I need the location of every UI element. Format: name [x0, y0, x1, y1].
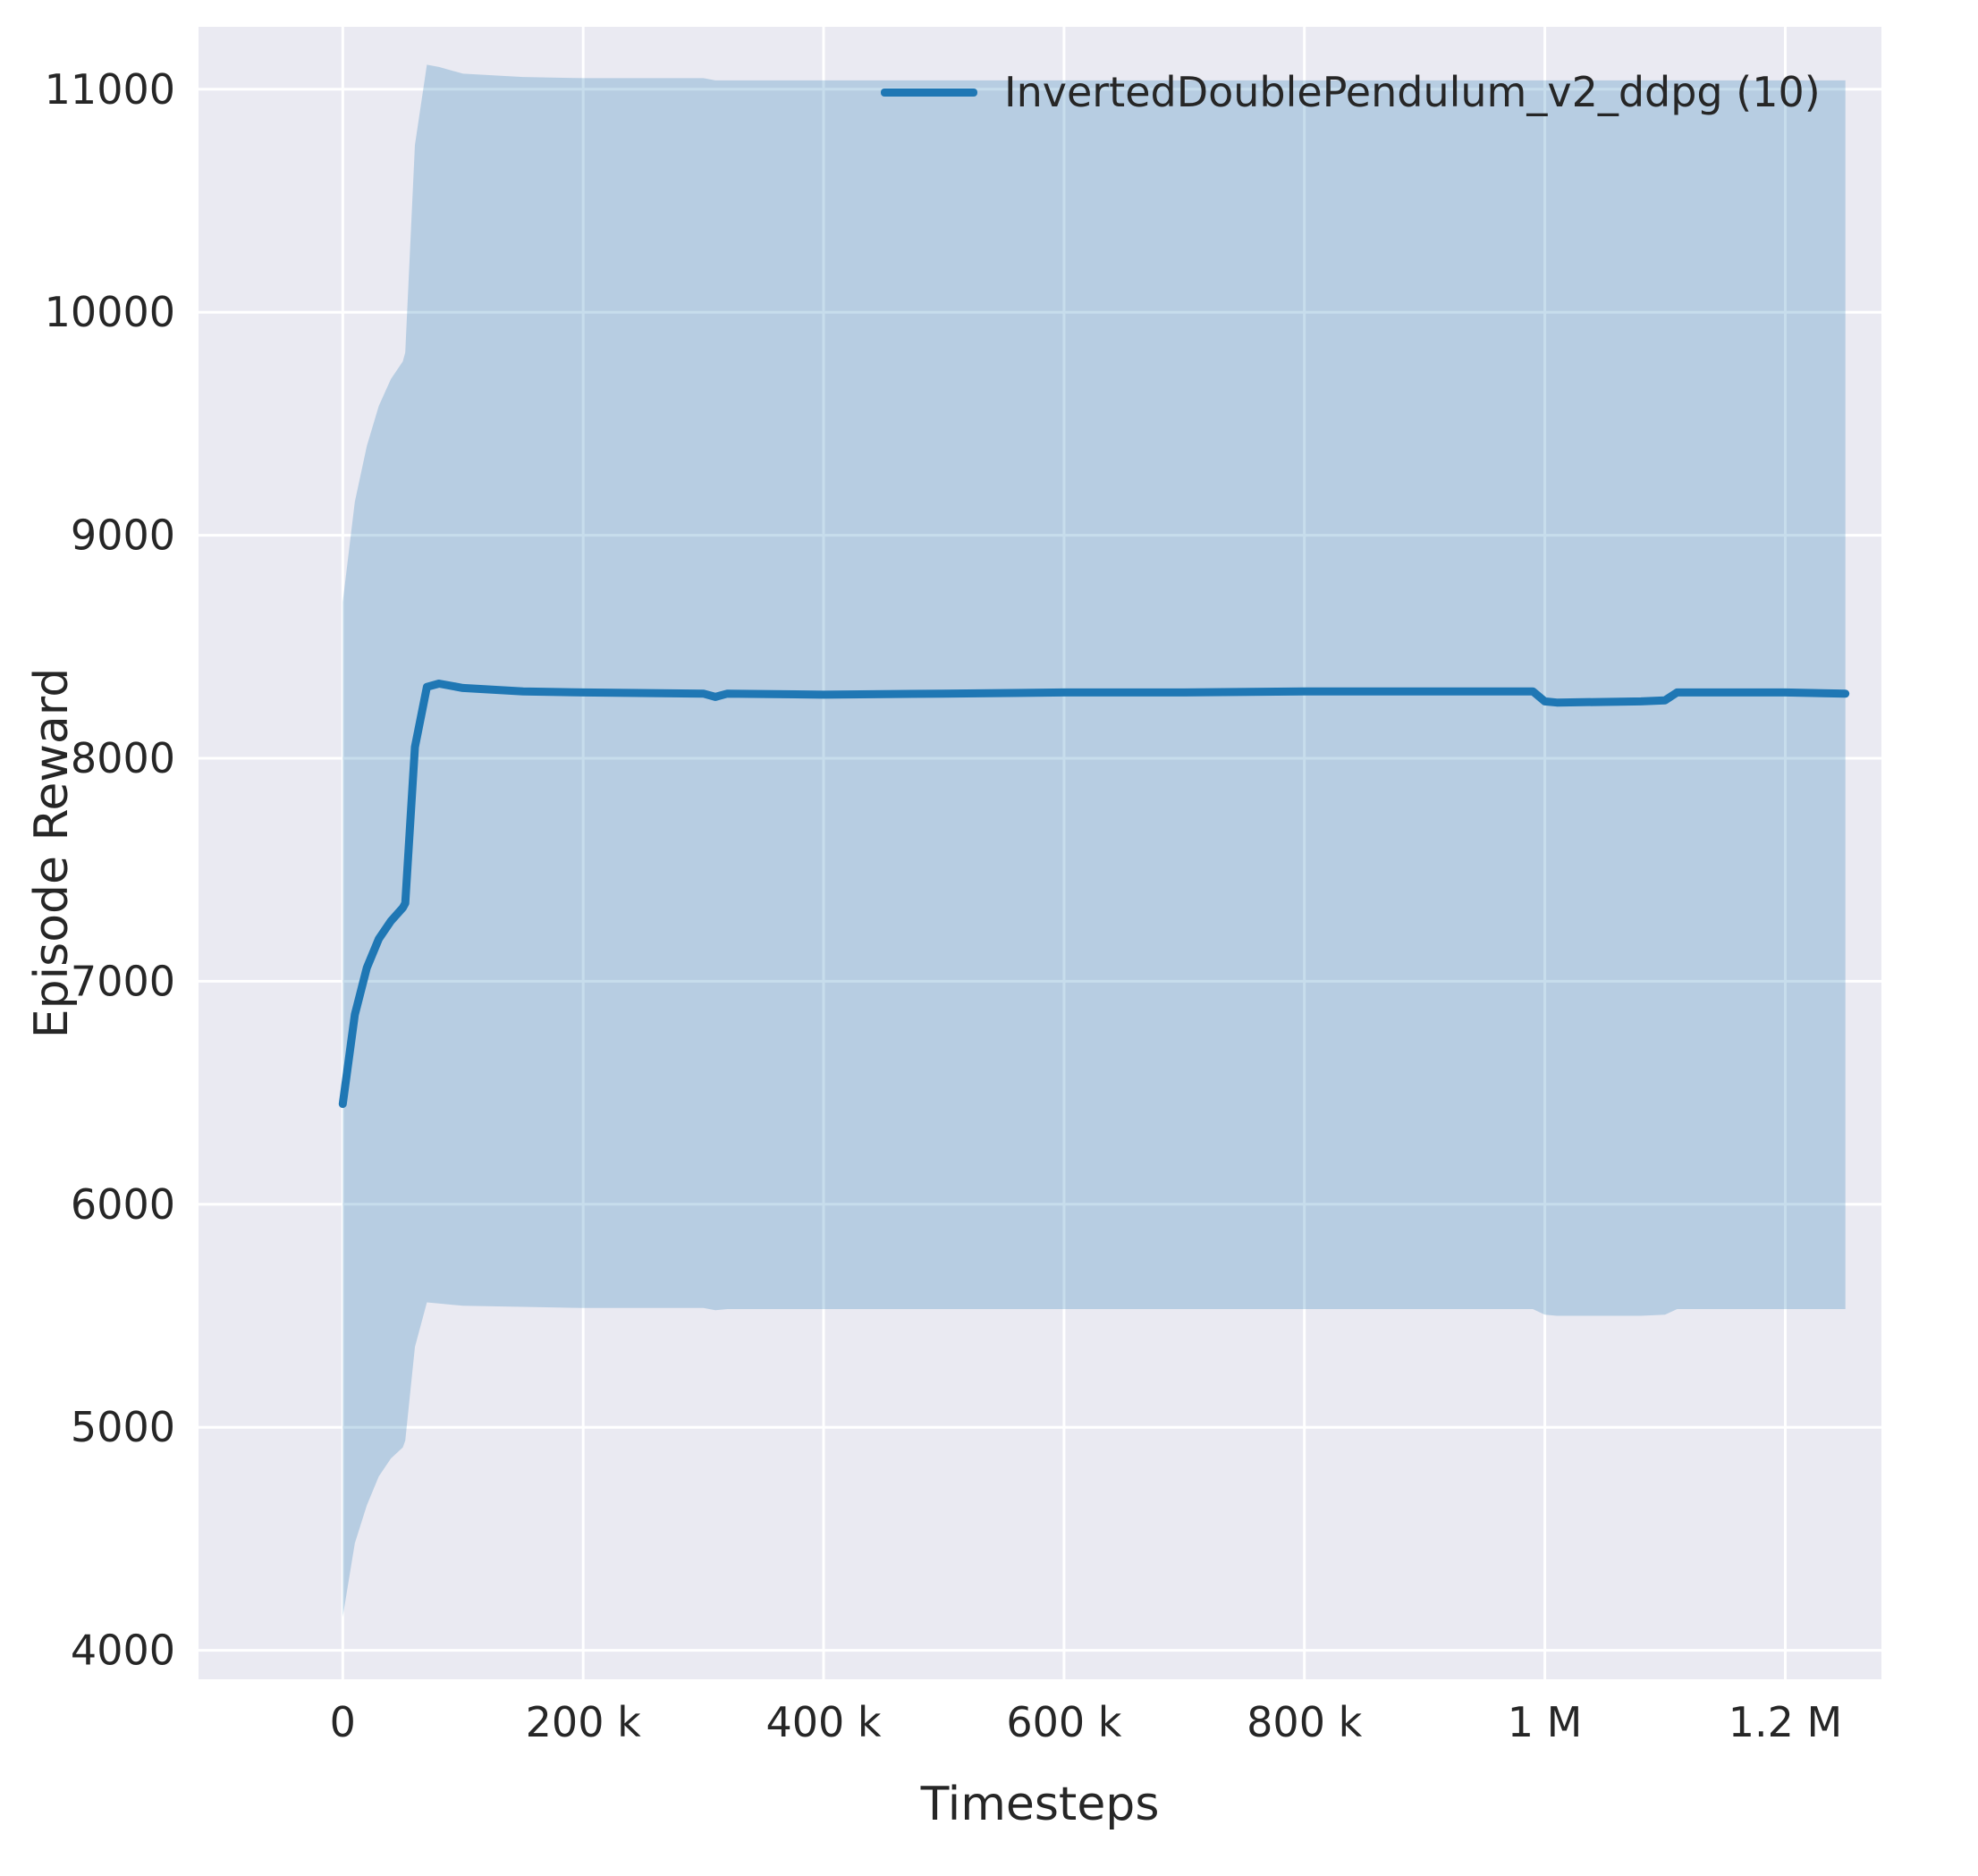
x-tick-label: 1.2 M — [1729, 1698, 1842, 1746]
y-tick-label: 8000 — [71, 734, 175, 782]
y-tick-label: 10000 — [45, 288, 175, 336]
y-tick-label: 6000 — [71, 1180, 175, 1229]
y-tick-label: 9000 — [71, 511, 175, 560]
mean-line — [338, 680, 1850, 1109]
x-tick-label: 1 M — [1508, 1698, 1583, 1746]
y-tick-label: 7000 — [71, 957, 175, 1005]
legend: InvertedDoublePendulum_v2_ddpg (10) — [881, 68, 1821, 116]
x-tick-label: 400 k — [765, 1698, 881, 1746]
y-axis-label: Episode Reward — [25, 667, 79, 1039]
y-tick-label: 4000 — [71, 1627, 175, 1675]
y-tick-label: 5000 — [71, 1403, 175, 1451]
y-tick-label: 11000 — [45, 65, 175, 114]
legend-line-icon — [881, 88, 977, 97]
plot-area — [199, 27, 1881, 1679]
x-tick-label: 800 k — [1247, 1698, 1362, 1746]
x-tick-label: 600 k — [1006, 1698, 1121, 1746]
confidence-band — [342, 64, 1846, 1618]
legend-label: InvertedDoublePendulum_v2_ddpg (10) — [1004, 68, 1821, 116]
x-axis-label: Timesteps — [920, 1778, 1160, 1831]
x-tick-label: 200 k — [526, 1698, 641, 1746]
x-tick-label: 0 — [330, 1698, 356, 1746]
